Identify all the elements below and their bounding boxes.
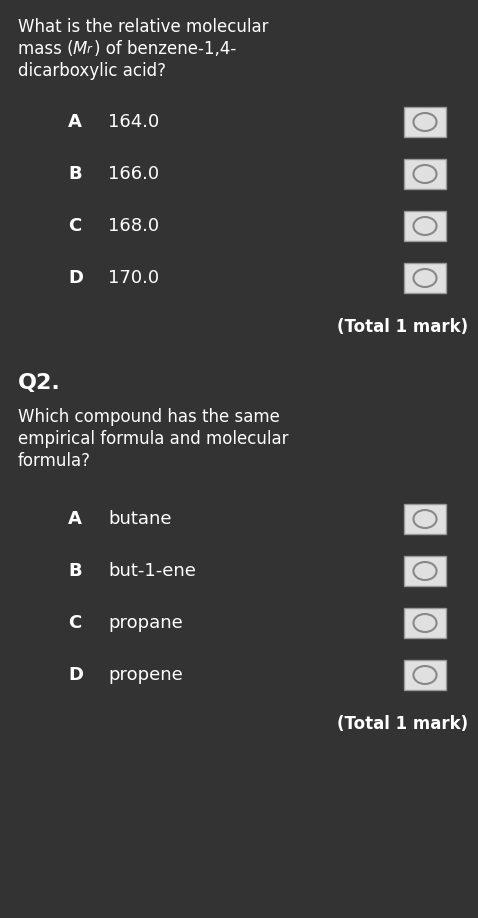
- Text: formula?: formula?: [18, 452, 91, 470]
- Ellipse shape: [413, 666, 436, 684]
- Text: 164.0: 164.0: [108, 113, 159, 131]
- Ellipse shape: [413, 269, 436, 287]
- Ellipse shape: [413, 165, 436, 183]
- Ellipse shape: [413, 113, 436, 131]
- Text: butane: butane: [108, 510, 172, 528]
- Text: 168.0: 168.0: [108, 217, 159, 235]
- Text: $\mathit{M}$: $\mathit{M}$: [72, 40, 88, 58]
- Text: propane: propane: [108, 614, 183, 632]
- FancyBboxPatch shape: [404, 159, 446, 189]
- Ellipse shape: [413, 562, 436, 580]
- Ellipse shape: [413, 614, 436, 632]
- Ellipse shape: [413, 510, 436, 528]
- Text: mass (: mass (: [18, 40, 74, 58]
- Text: (Total 1 mark): (Total 1 mark): [337, 715, 468, 733]
- Text: (Total 1 mark): (Total 1 mark): [337, 318, 468, 336]
- Text: Which compound has the same: Which compound has the same: [18, 408, 280, 426]
- Text: A: A: [68, 113, 82, 131]
- FancyBboxPatch shape: [404, 107, 446, 137]
- Text: What is the relative molecular: What is the relative molecular: [18, 18, 269, 36]
- Text: ) of benzene-1,4-: ) of benzene-1,4-: [94, 40, 236, 58]
- Text: empirical formula and molecular: empirical formula and molecular: [18, 430, 289, 448]
- Text: 170.0: 170.0: [108, 269, 159, 287]
- FancyBboxPatch shape: [404, 211, 446, 241]
- Text: D: D: [68, 269, 83, 287]
- Text: D: D: [68, 666, 83, 684]
- FancyBboxPatch shape: [404, 608, 446, 638]
- Text: $\mathit{r}$: $\mathit{r}$: [86, 43, 93, 56]
- Text: dicarboxylic acid?: dicarboxylic acid?: [18, 62, 166, 80]
- Text: but-1-ene: but-1-ene: [108, 562, 196, 580]
- Text: C: C: [68, 614, 81, 632]
- Text: 166.0: 166.0: [108, 165, 159, 183]
- FancyBboxPatch shape: [404, 263, 446, 293]
- Ellipse shape: [413, 217, 436, 235]
- Text: C: C: [68, 217, 81, 235]
- Text: B: B: [68, 562, 82, 580]
- FancyBboxPatch shape: [404, 556, 446, 586]
- Text: A: A: [68, 510, 82, 528]
- Text: B: B: [68, 165, 82, 183]
- FancyBboxPatch shape: [404, 504, 446, 534]
- FancyBboxPatch shape: [404, 660, 446, 690]
- Text: Q2.: Q2.: [18, 373, 61, 393]
- Text: propene: propene: [108, 666, 183, 684]
